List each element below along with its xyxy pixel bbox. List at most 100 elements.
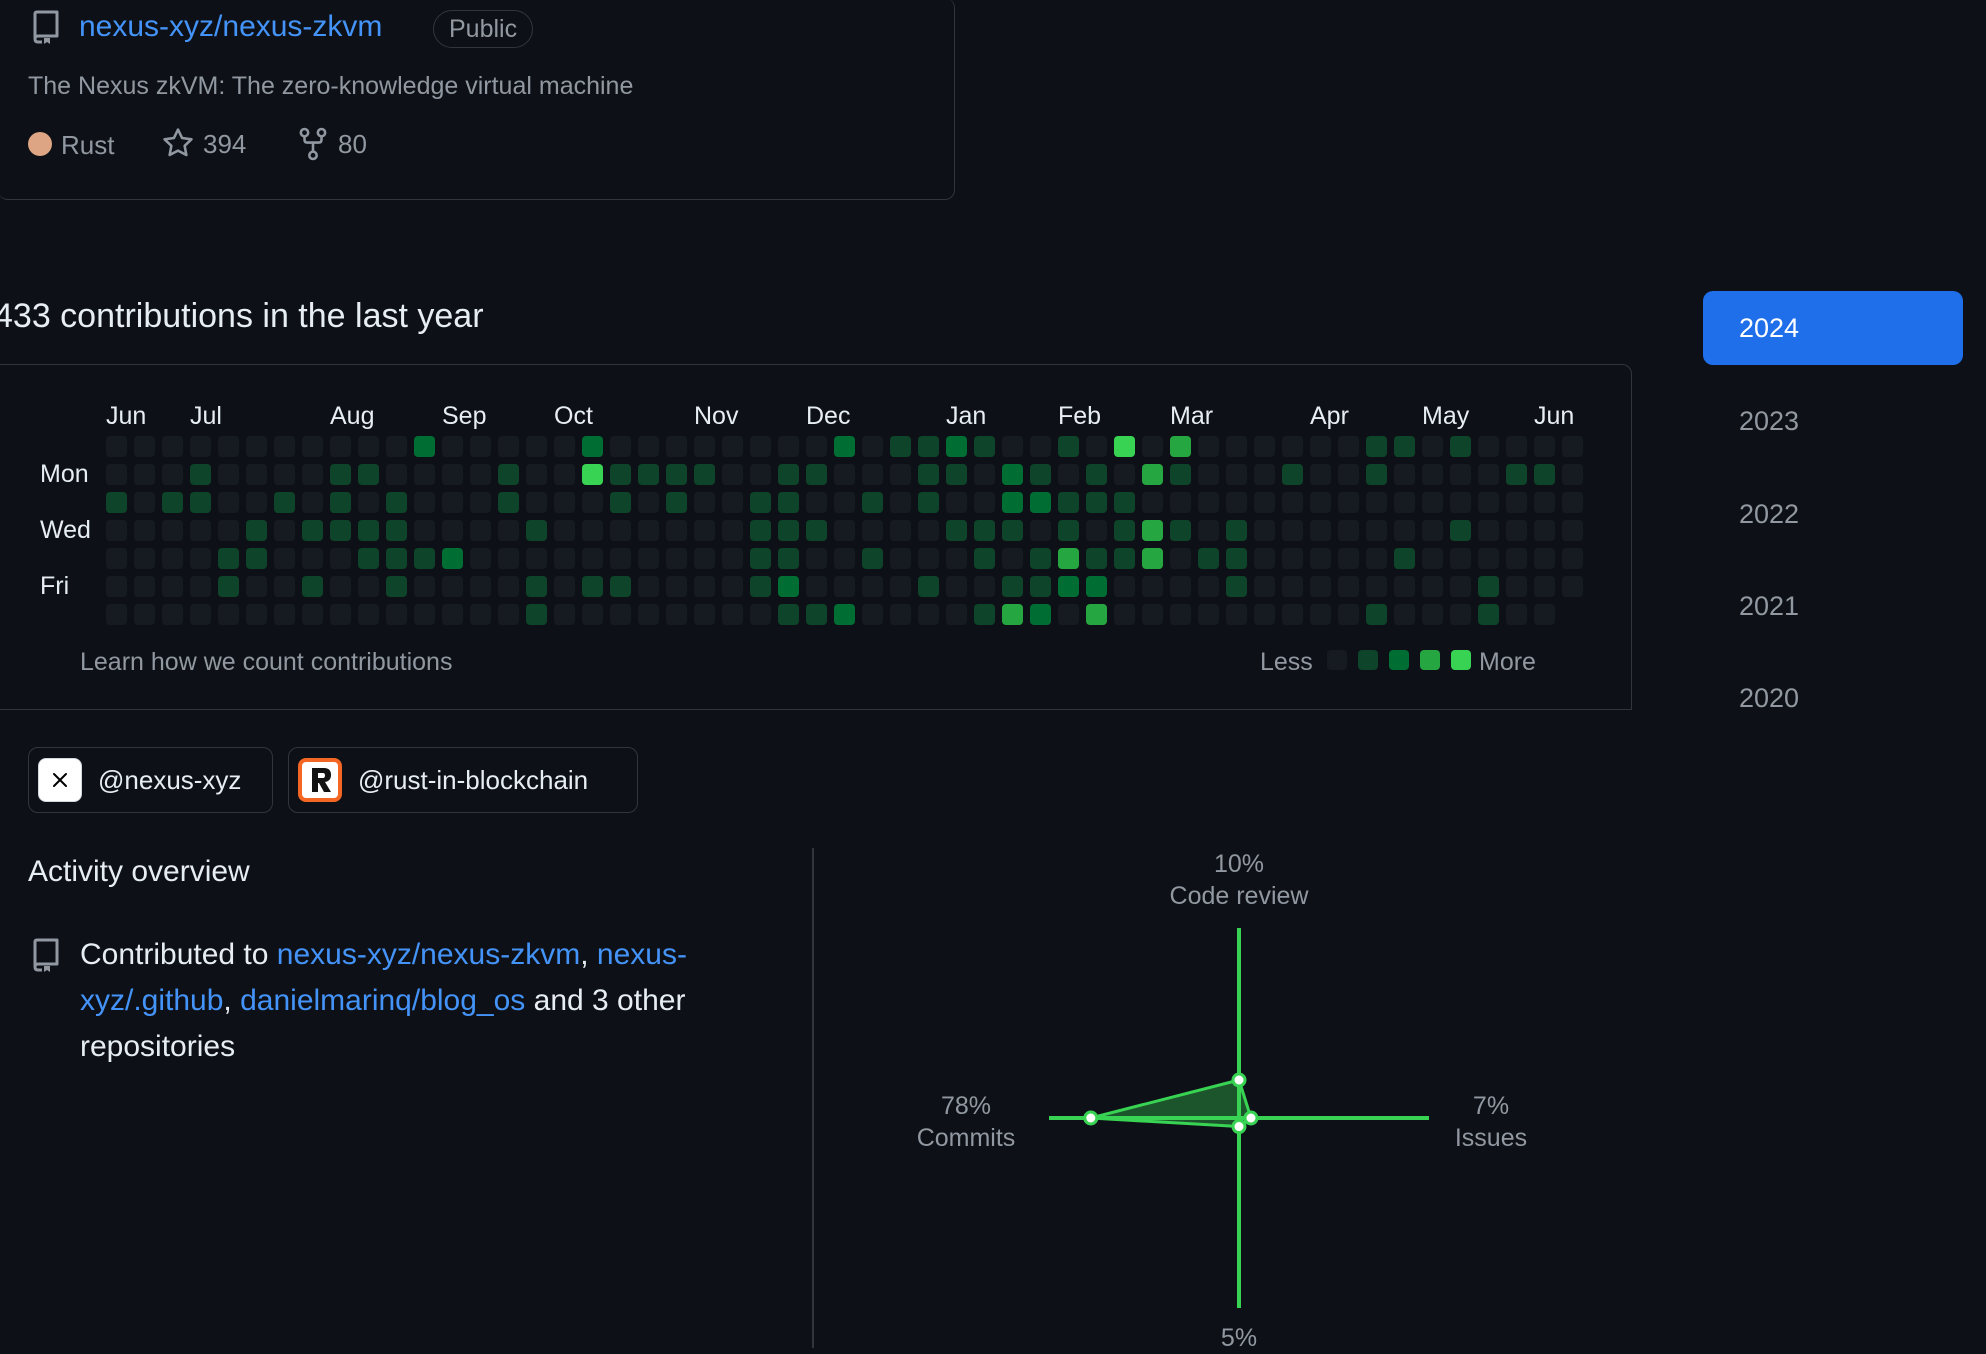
contribution-day-cell[interactable]: [610, 492, 631, 513]
contribution-day-cell[interactable]: [246, 520, 267, 541]
contribution-day-cell[interactable]: [386, 548, 407, 569]
contribution-day-cell[interactable]: [1170, 576, 1191, 597]
contribution-day-cell[interactable]: [106, 436, 127, 457]
contribution-day-cell[interactable]: [1450, 520, 1471, 541]
contribution-day-cell[interactable]: [1254, 520, 1275, 541]
contribution-day-cell[interactable]: [750, 520, 771, 541]
year-button-2024[interactable]: 2024: [1703, 291, 1963, 365]
contribution-day-cell[interactable]: [218, 464, 239, 485]
contribution-day-cell[interactable]: [414, 520, 435, 541]
contribution-day-cell[interactable]: [666, 492, 687, 513]
contribution-day-cell[interactable]: [1506, 548, 1527, 569]
contribution-day-cell[interactable]: [862, 492, 883, 513]
contribution-day-cell[interactable]: [1030, 604, 1051, 625]
contribution-day-cell[interactable]: [862, 576, 883, 597]
contribution-day-cell[interactable]: [946, 548, 967, 569]
year-button-2020[interactable]: 2020: [1739, 683, 1800, 713]
contribution-day-cell[interactable]: [1170, 548, 1191, 569]
contribution-day-cell[interactable]: [1086, 492, 1107, 513]
contribution-day-cell[interactable]: [1226, 604, 1247, 625]
contribution-day-cell[interactable]: [386, 492, 407, 513]
contribution-day-cell[interactable]: [1394, 492, 1415, 513]
contribution-day-cell[interactable]: [694, 548, 715, 569]
contribution-day-cell[interactable]: [106, 520, 127, 541]
contribution-day-cell[interactable]: [666, 464, 687, 485]
contribution-day-cell[interactable]: [526, 576, 547, 597]
contribution-day-cell[interactable]: [1450, 464, 1471, 485]
contribution-day-cell[interactable]: [554, 436, 575, 457]
contribution-day-cell[interactable]: [1506, 464, 1527, 485]
contribution-day-cell[interactable]: [414, 548, 435, 569]
contribution-day-cell[interactable]: [190, 576, 211, 597]
contribution-day-cell[interactable]: [246, 436, 267, 457]
contribution-day-cell[interactable]: [1562, 436, 1583, 457]
contribution-day-cell[interactable]: [974, 436, 995, 457]
contribution-day-cell[interactable]: [1534, 604, 1555, 625]
contribution-day-cell[interactable]: [806, 492, 827, 513]
contribution-day-cell[interactable]: [638, 548, 659, 569]
contribution-day-cell[interactable]: [190, 604, 211, 625]
contribution-day-cell[interactable]: [638, 492, 659, 513]
contribution-day-cell[interactable]: [1058, 548, 1079, 569]
activity-repo-link[interactable]: nexus-xyz/.github: [80, 938, 687, 1017]
contribution-day-cell[interactable]: [526, 492, 547, 513]
contribution-day-cell[interactable]: [1394, 604, 1415, 625]
contribution-day-cell[interactable]: [274, 604, 295, 625]
contribution-day-cell[interactable]: [498, 604, 519, 625]
contribution-day-cell[interactable]: [1002, 464, 1023, 485]
contribution-day-cell[interactable]: [890, 520, 911, 541]
star-count[interactable]: 394: [203, 129, 247, 159]
contribution-day-cell[interactable]: [1030, 464, 1051, 485]
contribution-day-cell[interactable]: [1254, 464, 1275, 485]
contribution-day-cell[interactable]: [722, 576, 743, 597]
contribution-day-cell[interactable]: [190, 520, 211, 541]
contribution-day-cell[interactable]: [218, 436, 239, 457]
contribution-day-cell[interactable]: [1002, 604, 1023, 625]
contribution-day-cell[interactable]: [1394, 464, 1415, 485]
contribution-day-cell[interactable]: [218, 548, 239, 569]
contribution-day-cell[interactable]: [694, 464, 715, 485]
contribution-day-cell[interactable]: [526, 464, 547, 485]
contribution-day-cell[interactable]: [554, 520, 575, 541]
contribution-day-cell[interactable]: [1478, 604, 1499, 625]
contribution-day-cell[interactable]: [190, 436, 211, 457]
contribution-day-cell[interactable]: [1394, 548, 1415, 569]
contribution-day-cell[interactable]: [694, 576, 715, 597]
contribution-day-cell[interactable]: [106, 548, 127, 569]
contribution-day-cell[interactable]: [750, 492, 771, 513]
contribution-day-cell[interactable]: [1114, 436, 1135, 457]
contribution-day-cell[interactable]: [1170, 492, 1191, 513]
contribution-day-cell[interactable]: [414, 604, 435, 625]
contribution-day-cell[interactable]: [1562, 464, 1583, 485]
contribution-day-cell[interactable]: [1198, 548, 1219, 569]
contribution-day-cell[interactable]: [834, 436, 855, 457]
contribution-day-cell[interactable]: [330, 604, 351, 625]
contribution-day-cell[interactable]: [1254, 492, 1275, 513]
contribution-day-cell[interactable]: [946, 604, 967, 625]
contribution-day-cell[interactable]: [1226, 548, 1247, 569]
contribution-day-cell[interactable]: [638, 436, 659, 457]
contribution-day-cell[interactable]: [246, 492, 267, 513]
contribution-day-cell[interactable]: [134, 604, 155, 625]
contribution-day-cell[interactable]: [1002, 520, 1023, 541]
contribution-day-cell[interactable]: [134, 520, 155, 541]
contribution-day-cell[interactable]: [1338, 492, 1359, 513]
contribution-day-cell[interactable]: [1226, 576, 1247, 597]
contribution-day-cell[interactable]: [358, 604, 379, 625]
contribution-day-cell[interactable]: [890, 576, 911, 597]
contribution-day-cell[interactable]: [274, 548, 295, 569]
contribution-day-cell[interactable]: [722, 492, 743, 513]
contribution-day-cell[interactable]: [974, 604, 995, 625]
year-button-2023[interactable]: 2023: [1739, 406, 1800, 436]
contribution-day-cell[interactable]: [722, 548, 743, 569]
contribution-day-cell[interactable]: [946, 576, 967, 597]
contribution-day-cell[interactable]: [1002, 492, 1023, 513]
contribution-day-cell[interactable]: [106, 576, 127, 597]
contribution-day-cell[interactable]: [582, 604, 603, 625]
contribution-day-cell[interactable]: [246, 464, 267, 485]
contribution-day-cell[interactable]: [890, 464, 911, 485]
contribution-day-cell[interactable]: [582, 436, 603, 457]
contribution-day-cell[interactable]: [1086, 604, 1107, 625]
contribution-day-cell[interactable]: [1282, 576, 1303, 597]
contribution-day-cell[interactable]: [582, 548, 603, 569]
